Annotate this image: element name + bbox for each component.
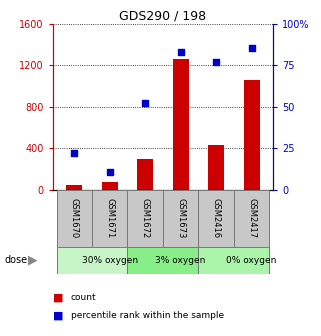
Point <box>213 59 219 65</box>
Text: GSM1671: GSM1671 <box>105 198 114 239</box>
Text: ▶: ▶ <box>28 254 38 267</box>
Bar <box>198 247 269 274</box>
Bar <box>102 181 118 190</box>
Point <box>178 49 183 54</box>
Bar <box>198 190 234 247</box>
Text: 3% oxygen: 3% oxygen <box>155 256 206 265</box>
Text: GSM2416: GSM2416 <box>212 198 221 239</box>
Bar <box>234 190 269 247</box>
Text: GSM1673: GSM1673 <box>176 198 185 239</box>
Text: count: count <box>71 293 96 302</box>
Point <box>72 151 77 156</box>
Bar <box>56 247 127 274</box>
Point <box>249 46 254 51</box>
Text: 30% oxygen: 30% oxygen <box>82 256 138 265</box>
Text: GSM1672: GSM1672 <box>141 198 150 239</box>
Bar <box>208 145 224 190</box>
Text: ■: ■ <box>53 292 67 302</box>
Bar <box>173 59 189 190</box>
Text: dose: dose <box>5 255 28 265</box>
Bar <box>244 80 260 190</box>
Point <box>143 101 148 106</box>
Bar <box>137 159 153 190</box>
Bar <box>163 190 198 247</box>
Point <box>107 169 112 174</box>
Text: GSM1670: GSM1670 <box>70 198 79 239</box>
Text: ■: ■ <box>53 311 67 321</box>
Text: percentile rank within the sample: percentile rank within the sample <box>71 311 224 320</box>
Bar <box>66 185 82 190</box>
Bar <box>127 190 163 247</box>
Text: 0% oxygen: 0% oxygen <box>226 256 277 265</box>
Text: GSM2417: GSM2417 <box>247 198 256 239</box>
Bar <box>127 247 198 274</box>
Title: GDS290 / 198: GDS290 / 198 <box>119 9 206 23</box>
Bar <box>56 190 92 247</box>
Bar <box>92 190 127 247</box>
